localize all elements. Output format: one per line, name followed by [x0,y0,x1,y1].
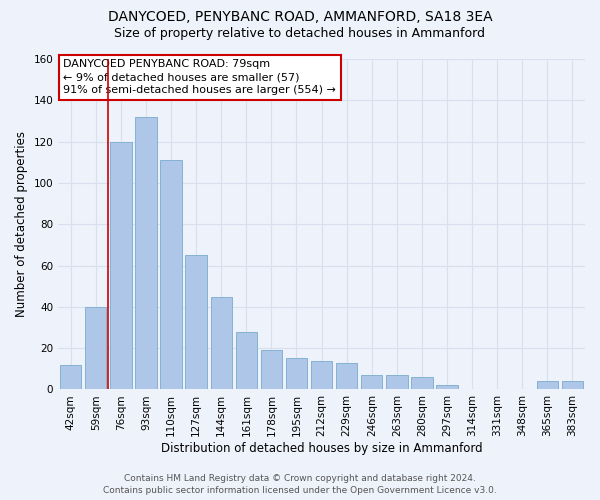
Bar [236,332,257,390]
Bar [286,358,307,390]
Bar [110,142,131,390]
Y-axis label: Number of detached properties: Number of detached properties [15,131,28,317]
Text: DANYCOED, PENYBANC ROAD, AMMANFORD, SA18 3EA: DANYCOED, PENYBANC ROAD, AMMANFORD, SA18… [107,10,493,24]
Bar [160,160,182,390]
Bar [261,350,282,390]
Bar [361,375,382,390]
Bar [311,360,332,390]
Bar [562,381,583,390]
X-axis label: Distribution of detached houses by size in Ammanford: Distribution of detached houses by size … [161,442,482,455]
Bar [411,377,433,390]
Bar [436,386,458,390]
Bar [336,362,358,390]
Bar [85,307,106,390]
Bar [537,381,558,390]
Bar [60,364,82,390]
Bar [386,375,407,390]
Text: DANYCOED PENYBANC ROAD: 79sqm
← 9% of detached houses are smaller (57)
91% of se: DANYCOED PENYBANC ROAD: 79sqm ← 9% of de… [64,59,337,96]
Bar [211,296,232,390]
Text: Contains HM Land Registry data © Crown copyright and database right 2024.
Contai: Contains HM Land Registry data © Crown c… [103,474,497,495]
Bar [185,255,207,390]
Bar [136,117,157,390]
Text: Size of property relative to detached houses in Ammanford: Size of property relative to detached ho… [115,28,485,40]
